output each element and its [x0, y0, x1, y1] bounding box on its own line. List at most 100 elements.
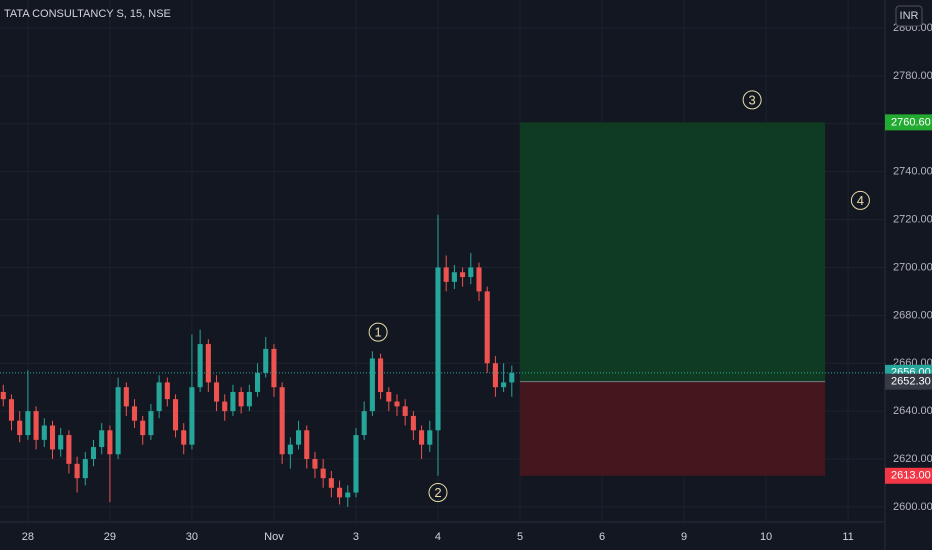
candle-body: [460, 272, 466, 278]
candle-body: [205, 344, 211, 383]
candle-body: [156, 382, 162, 412]
candle-body: [468, 267, 474, 278]
y-tick-label: 2800.00: [893, 22, 932, 34]
candle-body: [164, 382, 170, 400]
candle-body: [402, 406, 408, 416]
loss-zone: [520, 381, 826, 476]
y-tick-label: 2700.00: [893, 261, 932, 273]
candle-body: [369, 358, 375, 412]
y-tick-label: 2640.00: [893, 405, 932, 417]
candle-body: [337, 487, 343, 498]
candle-layer: [0, 214, 515, 507]
candle-body: [123, 387, 129, 407]
annotation-label: 1: [374, 325, 381, 340]
candle-body: [476, 267, 482, 292]
y-tick-label: 2720.00: [893, 213, 932, 225]
candle-body: [131, 406, 138, 421]
candle-body: [115, 387, 121, 455]
candle-body: [410, 415, 416, 431]
candle-body: [353, 435, 359, 493]
candle-body: [33, 411, 39, 440]
candle-body: [345, 492, 351, 498]
candle-body: [25, 411, 31, 436]
x-tick-label: 9: [681, 531, 687, 543]
x-tick-label: 5: [517, 531, 523, 543]
annotation-label: 3: [749, 92, 756, 107]
x-tick-label: 4: [435, 531, 441, 543]
candle-body: [304, 430, 310, 460]
price-tag-label: 2613.00: [891, 470, 931, 482]
candle-body: [189, 387, 195, 445]
currency-box[interactable]: [895, 5, 923, 27]
y-tick-label: 2680.00: [893, 309, 932, 321]
candle-body: [213, 382, 220, 402]
y-tick-label: 2600.00: [893, 501, 932, 513]
y-tick-label: 2740.00: [893, 166, 932, 178]
price-tag: [885, 467, 932, 484]
candle-body: [66, 435, 72, 464]
candle-body: [361, 411, 367, 436]
candle-body: [255, 372, 261, 392]
candle-body: [435, 267, 441, 431]
candle-body: [230, 391, 236, 412]
candle-body: [0, 391, 6, 400]
y-tick-label: 2620.00: [893, 453, 932, 465]
candle-body: [443, 267, 449, 282]
candle-body: [140, 420, 146, 436]
candle-body: [394, 401, 400, 407]
x-tick-label: 28: [22, 531, 34, 543]
candle-body: [427, 430, 433, 445]
candle-body: [296, 430, 302, 445]
candle-body: [501, 382, 507, 388]
annotation-label: 2: [434, 485, 441, 500]
candle-body: [328, 478, 334, 488]
candle-body: [41, 425, 47, 440]
candle-body: [246, 391, 252, 407]
annotation-circle: [742, 90, 762, 110]
candle-body: [17, 420, 23, 436]
currency-label[interactable]: INR: [900, 10, 919, 22]
y-tick-label: 2780.00: [893, 70, 932, 82]
overlay-layer: 1 2 3 4: [0, 90, 885, 503]
candle-body: [181, 430, 187, 445]
candle-body: [49, 425, 56, 450]
chart-title: TATA CONSULTANCY S, 15, NSE: [4, 8, 171, 20]
candle-body: [312, 459, 318, 469]
candle-body: [386, 391, 392, 402]
x-tick-label: 10: [760, 531, 772, 543]
x-tick-label: 11: [842, 531, 853, 543]
candle-body: [148, 411, 154, 436]
axis-layer: 2600.002620.002640.002660.002680.002700.…: [22, 22, 932, 543]
candle-body: [451, 272, 457, 282]
candle-body: [484, 291, 490, 364]
position-layer: [520, 122, 826, 476]
annotation-label: 4: [857, 193, 864, 208]
candle-body: [8, 399, 15, 421]
candle-body: [320, 468, 326, 479]
x-tick-label: 3: [353, 531, 359, 543]
candle-body: [238, 391, 244, 407]
price-tag-label: 2652.30: [891, 376, 931, 388]
candle-body: [172, 399, 179, 431]
candle-body: [74, 463, 80, 479]
candle-body: [287, 444, 293, 455]
annotation-circle: [368, 322, 388, 342]
candle-body: [419, 430, 425, 445]
annotation-circle: [428, 483, 448, 503]
profit-zone: [520, 122, 826, 382]
candle-body: [197, 344, 203, 388]
x-tick-label: Nov: [264, 531, 284, 543]
price-tag: [885, 114, 932, 131]
price-tag: [885, 373, 932, 390]
candle-body: [82, 459, 88, 479]
price-tag-label: 2760.60: [891, 116, 931, 128]
x-tick-label: 6: [599, 531, 605, 543]
candle-body: [509, 372, 515, 383]
candle-body: [492, 363, 498, 388]
candle-body: [279, 387, 285, 455]
candle-body: [263, 348, 269, 373]
x-tick-label: 30: [186, 531, 198, 543]
candle-body: [99, 430, 105, 448]
